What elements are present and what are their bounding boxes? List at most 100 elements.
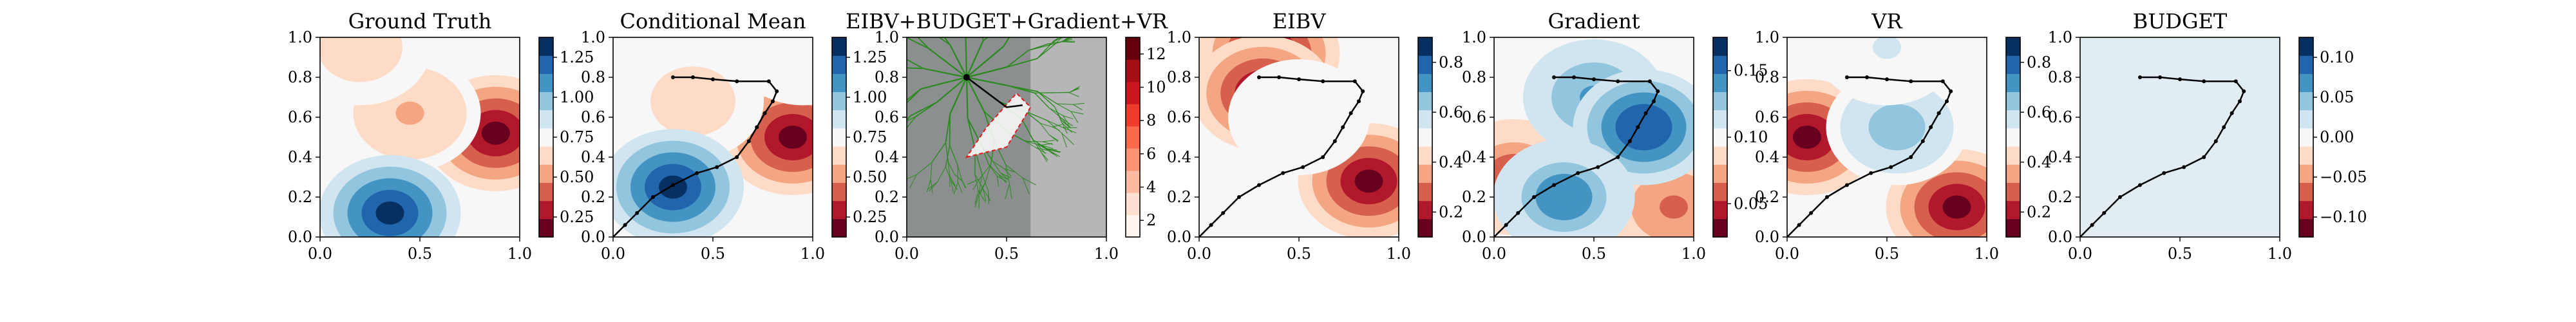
panel-title: EIBV+BUDGET+Gradient+VR bbox=[846, 9, 1168, 33]
tree-branch bbox=[992, 161, 1001, 174]
colorbar-tick-label: 0.10 bbox=[2320, 48, 2354, 66]
colorbar-segment bbox=[832, 109, 846, 129]
colorbar-segment bbox=[832, 218, 846, 238]
tree-branch bbox=[904, 0, 917, 9]
x-tick-label: 1.0 bbox=[800, 245, 825, 263]
tree-branch bbox=[1005, 164, 1010, 184]
y-tick-label: 1.0 bbox=[875, 28, 899, 46]
colorbar-segment bbox=[1126, 59, 1140, 82]
path-waypoint bbox=[2242, 89, 2246, 93]
path-waypoint bbox=[1909, 79, 1913, 84]
tree-branch bbox=[909, 175, 917, 189]
y-tick-label: 1.0 bbox=[581, 28, 605, 46]
colorbar-segment bbox=[539, 109, 553, 129]
path-waypoint bbox=[1845, 75, 1849, 79]
tree-branch bbox=[1036, 147, 1048, 151]
tree-branch bbox=[945, 145, 951, 167]
path-waypoint bbox=[1341, 125, 1345, 129]
tree-branch bbox=[907, 67, 923, 70]
colorbar-segment bbox=[2299, 91, 2313, 111]
colorbar-segment bbox=[1713, 128, 1727, 147]
tree-branch bbox=[850, 124, 869, 125]
path-waypoint bbox=[1869, 171, 1873, 175]
path-waypoint bbox=[715, 165, 719, 169]
colorbar-segment bbox=[2299, 182, 2313, 202]
y-tick-label: 0.8 bbox=[1462, 68, 1486, 86]
tree-branch bbox=[958, 0, 966, 6]
path-waypoint bbox=[2138, 183, 2142, 187]
y-tick-label: 0.6 bbox=[1167, 108, 1191, 126]
colorbar-segment bbox=[1418, 73, 1432, 93]
tree-branch bbox=[1042, 140, 1055, 142]
tree-branch bbox=[920, 76, 967, 90]
tree-branch bbox=[907, 88, 922, 101]
tree-branch bbox=[1063, 39, 1073, 43]
x-tick-label: 1.0 bbox=[1094, 245, 1119, 263]
colorbar-tick-label: 1.00 bbox=[560, 88, 594, 106]
colorbar-tick-label: −0.10 bbox=[2320, 208, 2367, 226]
colorbar-tick-label: 10 bbox=[1146, 79, 1166, 97]
x-tick-label: 1.0 bbox=[507, 245, 532, 263]
y-tick-label: 0.2 bbox=[2048, 188, 2072, 206]
tree-branch bbox=[926, 179, 931, 193]
tree-branch bbox=[974, 173, 979, 191]
colorbar: −0.10 −0.05 0.00 0.05 0.10 bbox=[2298, 37, 2367, 238]
tree-branch bbox=[1037, 91, 1057, 104]
path-waypoint bbox=[1652, 99, 1656, 104]
tree-branch bbox=[1007, 84, 1038, 93]
path-waypoint bbox=[1945, 99, 1949, 104]
colorbar-segment bbox=[1713, 109, 1727, 129]
colorbar-tick-label: 0.50 bbox=[853, 168, 887, 186]
tree-branch bbox=[1061, 118, 1070, 128]
tree-branch bbox=[937, 166, 946, 182]
contour-blob bbox=[1793, 126, 1821, 149]
plot-area bbox=[1199, 37, 1399, 237]
panel-title: Gradient bbox=[1548, 9, 1640, 33]
colorbar-tick-label: 4 bbox=[1146, 178, 1156, 196]
path-waypoint bbox=[1636, 125, 1640, 129]
y-tick-label: 0.0 bbox=[581, 228, 605, 246]
tree-branch bbox=[928, 48, 967, 78]
tree-branch bbox=[1025, 140, 1043, 142]
tree-branch bbox=[1028, 44, 1048, 52]
contour-blob bbox=[1285, 106, 1313, 129]
tree-branch bbox=[1047, 149, 1060, 153]
colorbar-frame bbox=[1125, 37, 1141, 238]
path-line bbox=[1199, 76, 1364, 237]
colorbar-tick-label: 0.25 bbox=[560, 208, 594, 226]
root-marker bbox=[963, 74, 970, 80]
tree-branch bbox=[949, 44, 968, 78]
tree-branch bbox=[1070, 111, 1084, 115]
tree-branch bbox=[828, 27, 845, 30]
path-waypoint bbox=[1237, 195, 1241, 199]
tree-branch bbox=[895, 133, 903, 147]
tree-branch bbox=[1042, 141, 1054, 145]
tree-branch bbox=[1063, 115, 1070, 125]
colorbar-tick-label: 0.4 bbox=[1439, 153, 1463, 171]
path-waypoint bbox=[1572, 75, 1576, 79]
path-line bbox=[2080, 76, 2245, 237]
colorbar-tick-label: 2 bbox=[1146, 211, 1156, 229]
contour-blob bbox=[779, 126, 807, 149]
colorbar-segment bbox=[832, 200, 846, 220]
y-tick-label: 1.0 bbox=[1462, 28, 1486, 46]
path-line bbox=[1787, 76, 1952, 237]
colorbar-segment bbox=[2006, 37, 2020, 56]
colorbar: 0.2 0.4 0.6 0.8 bbox=[1417, 37, 1463, 238]
tree-branch bbox=[965, 77, 969, 118]
colorbar-segment bbox=[1418, 109, 1432, 129]
tree-branch bbox=[893, 133, 902, 148]
y-tick-label: 0.4 bbox=[1462, 148, 1486, 166]
plot-area bbox=[1494, 37, 1694, 237]
colorbar-segment bbox=[2299, 146, 2313, 165]
path-waypoint bbox=[1940, 79, 1945, 84]
colorbar-segment bbox=[1418, 200, 1432, 220]
tree-branch bbox=[844, 0, 854, 1]
contour-blob bbox=[1942, 195, 1971, 219]
colorbar-tick-label: 12 bbox=[1146, 45, 1166, 63]
tree-branch bbox=[953, 182, 958, 195]
colorbar-tick-label: 0.05 bbox=[2320, 88, 2354, 106]
path-waypoint bbox=[1627, 139, 1632, 144]
colorbar-segment bbox=[1713, 73, 1727, 93]
panel-title: Conditional Mean bbox=[620, 9, 806, 33]
